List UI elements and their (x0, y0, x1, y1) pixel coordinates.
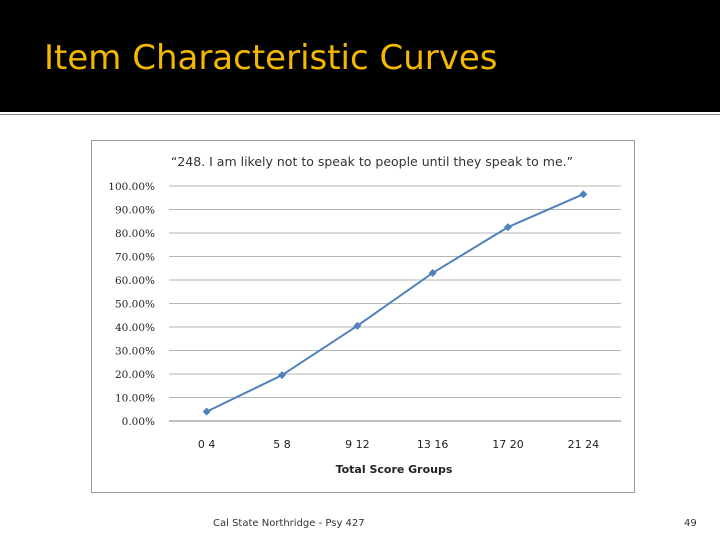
y-tick-label: 30.00% (115, 346, 155, 358)
line-chart: “248. I am likely not to speak to people… (108, 154, 621, 476)
y-tick-label: 80.00% (115, 228, 155, 240)
x-tick-label: 0 4 (198, 438, 216, 451)
data-point (579, 190, 588, 199)
y-tick-label: 90.00% (115, 205, 155, 217)
gridlines (169, 185, 621, 422)
x-tick-label: 21 24 (568, 438, 600, 451)
x-tick-label: 17 20 (492, 438, 524, 451)
y-tick-label: 60.00% (115, 275, 155, 287)
data-point (202, 407, 211, 416)
x-tick-labels: 0 4 5 8 9 12 13 16 17 20 21 24 (198, 438, 599, 451)
x-axis-label: Total Score Groups (336, 463, 453, 476)
slide-title: Item Characteristic Curves (44, 38, 498, 78)
title-divider (0, 114, 720, 115)
x-tick-label: 5 8 (273, 438, 291, 451)
y-tick-label: 70.00% (115, 252, 155, 264)
y-tick-label: 50.00% (115, 299, 155, 311)
data-point (278, 371, 286, 380)
x-tick-label: 13 16 (417, 438, 449, 451)
title-bar: Item Characteristic Curves (0, 0, 720, 112)
y-tick-label: 40.00% (115, 322, 155, 334)
footer-text: Cal State Northridge - Psy 427 (213, 518, 365, 529)
y-tick-label: 20.00% (115, 369, 155, 381)
data-point (428, 268, 437, 277)
x-tick-label: 9 12 (345, 438, 370, 451)
data-point (504, 223, 512, 232)
chart-frame: “248. I am likely not to speak to people… (91, 140, 635, 493)
y-tick-label: 0.00% (122, 416, 155, 428)
series-line (206, 193, 584, 413)
y-tick-label: 10.00% (115, 393, 155, 405)
y-tick-label: 100.00% (108, 181, 155, 193)
chart-title: “248. I am likely not to speak to people… (171, 154, 573, 169)
series-group (202, 190, 588, 416)
data-point (353, 321, 362, 330)
y-tick-labels: 0.00% 10.00% 20.00% 30.00% 40.00% 50.00% 60.00… (108, 181, 155, 428)
page-number: 49 (684, 518, 697, 529)
